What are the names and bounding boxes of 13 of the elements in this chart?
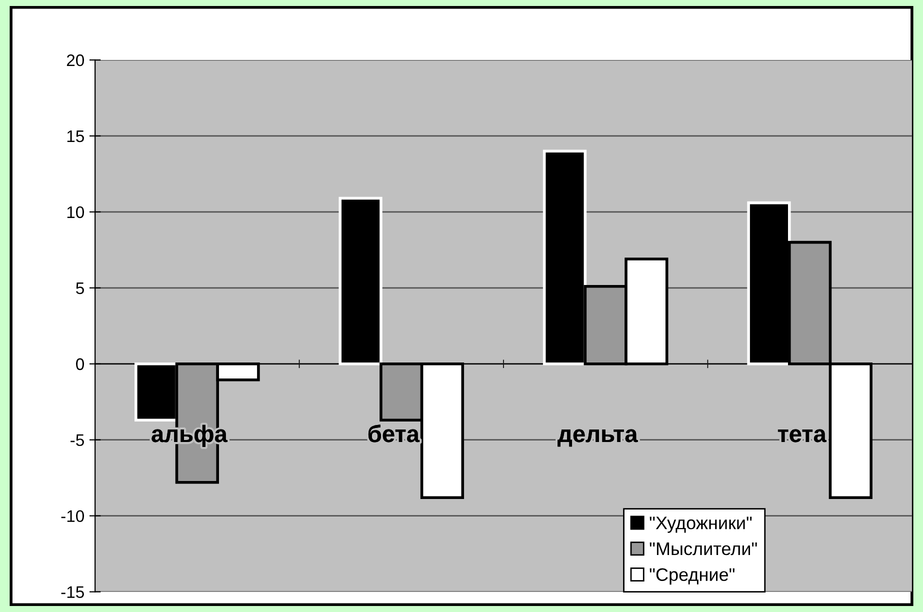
x-tick-label: бета (368, 424, 420, 442)
y-tick-label: 15 (67, 130, 84, 142)
legend-label: "Мыслители" (650, 542, 757, 556)
y-tick-label: 5 (76, 282, 84, 294)
legend-label: "Художники" (650, 516, 752, 533)
y-tick-label: -10 (61, 510, 84, 522)
legend-label: "Средние" (650, 568, 734, 585)
x-tick-label: тета (778, 429, 826, 442)
y-tick-label: 0 (76, 358, 84, 370)
y-tick-label: 20 (66, 54, 84, 66)
y-tick-label: 10 (67, 206, 84, 218)
y-tick-label: -15 (61, 586, 84, 598)
y-tick-label: -5 (70, 434, 84, 446)
